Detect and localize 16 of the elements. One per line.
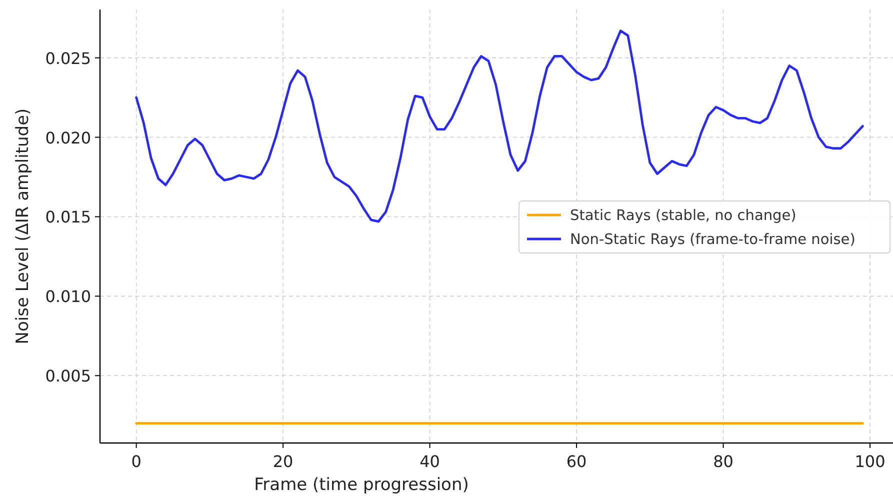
y-tick-label: 0.025 xyxy=(45,48,91,68)
y-axis-title: Noise Level (ΔIR amplitude) xyxy=(13,108,33,344)
x-tick-label: 80 xyxy=(713,452,734,471)
x-tick-label: 0 xyxy=(131,452,142,471)
x-tick-label: 40 xyxy=(420,452,440,471)
y-tick-label: 0.010 xyxy=(45,287,91,306)
legend-label: Static Rays (stable, no change) xyxy=(570,208,796,224)
y-tick-label: 0.015 xyxy=(45,208,91,227)
line-series xyxy=(135,30,864,223)
x-tick-label: 20 xyxy=(272,452,294,471)
x-tick-label: 60 xyxy=(566,452,587,471)
x-tick-label: 100 xyxy=(854,452,886,471)
y-tick-label: 0.020 xyxy=(45,128,91,148)
legend-label: Non-Static Rays (frame-to-frame noise) xyxy=(570,232,856,248)
x-axis-title: Frame (time progression) xyxy=(254,475,469,495)
y-tick-label: 0.005 xyxy=(45,366,91,386)
